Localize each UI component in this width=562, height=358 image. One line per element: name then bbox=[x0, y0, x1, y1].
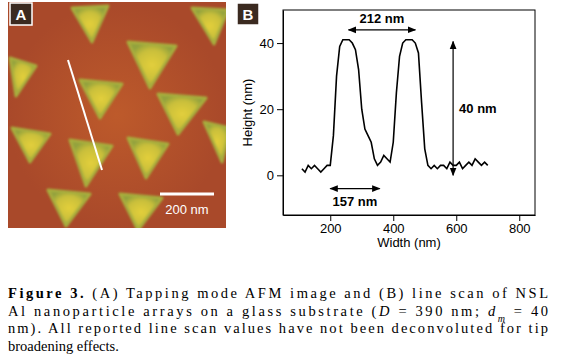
dimension-label: 40 nm bbox=[459, 101, 497, 116]
caption-line: Figure 3. (A) Tapping mode AFM image and… bbox=[8, 285, 548, 302]
x-tick-mark bbox=[456, 215, 457, 221]
nanoparticle bbox=[204, 122, 226, 162]
dimension-arrow bbox=[330, 188, 379, 189]
panel-a: A 200 nm bbox=[8, 2, 230, 230]
dimension-arrow bbox=[349, 29, 416, 30]
caption-text: d bbox=[488, 303, 496, 319]
caption-text: = 40 bbox=[508, 303, 548, 319]
nanoparticle bbox=[128, 42, 176, 88]
scan-line bbox=[68, 60, 102, 170]
caption-text: Figure 3. bbox=[8, 285, 84, 301]
x-axis-line bbox=[284, 215, 536, 216]
x-tick-label: 200 bbox=[320, 221, 342, 236]
x-tick-mark bbox=[330, 215, 331, 221]
y-tick-mark bbox=[277, 175, 283, 176]
y-tick: 0 bbox=[267, 168, 283, 183]
x-tick: 400 bbox=[383, 215, 405, 236]
panel-label: A bbox=[16, 6, 27, 23]
nanoparticle bbox=[72, 6, 108, 42]
caption-text: Al nanoparticle arrays on a glass substr… bbox=[8, 303, 377, 320]
nanoparticle bbox=[80, 80, 122, 118]
y-axis-line bbox=[283, 11, 284, 216]
x-axis-title: Width (nm) bbox=[377, 235, 441, 250]
nanoparticle bbox=[120, 194, 162, 228]
dimension-label: 157 nm bbox=[333, 194, 378, 209]
y-tick-label: 40 bbox=[260, 36, 274, 51]
dimension-arrow bbox=[453, 41, 454, 175]
y-tick-label: 20 bbox=[260, 102, 274, 117]
caption-line: nm). All reported line scan values have … bbox=[8, 320, 548, 337]
x-tick-label: 400 bbox=[383, 221, 405, 236]
caption-text: nm). All reported line scan values have … bbox=[8, 320, 548, 337]
caption-text: broadening effects. bbox=[8, 338, 119, 354]
scale-bar-label: 200 nm bbox=[165, 202, 208, 217]
y-axis: 0 20 40 bbox=[260, 11, 284, 216]
caption-text: (A) Tapping mode AFM image and (B) line … bbox=[86, 285, 548, 302]
y-axis-title: Height (nm) bbox=[240, 79, 255, 147]
x-tick: 800 bbox=[509, 215, 531, 236]
panel-label-box bbox=[10, 3, 32, 25]
afm-image bbox=[8, 2, 226, 228]
nanoparticle bbox=[158, 94, 206, 134]
y-tick-label: 0 bbox=[267, 168, 274, 183]
dimension-label: 212 nm bbox=[360, 11, 405, 26]
y-tick-mark bbox=[277, 43, 283, 44]
caption-text: D bbox=[378, 303, 390, 319]
caption: Figure 3. (A) Tapping mode AFM image and… bbox=[8, 285, 548, 354]
x-tick: 200 bbox=[320, 215, 342, 236]
nanoparticle bbox=[12, 128, 50, 162]
figure: A 200 nm 200 400 600 800 0 20 40 Width (nm) Height… bbox=[0, 0, 562, 358]
y-tick: 40 bbox=[260, 36, 283, 51]
caption-text: = 390 nm; bbox=[392, 303, 485, 319]
y-tick: 20 bbox=[260, 102, 283, 117]
nanoparticle bbox=[192, 8, 226, 44]
nanoparticle bbox=[10, 58, 36, 96]
scale-bar bbox=[160, 193, 214, 196]
caption-line: broadening effects. bbox=[8, 338, 119, 354]
nanoparticle bbox=[128, 138, 168, 178]
panel-b: 200 400 600 800 0 20 40 Width (nm) Height (nm) B 2… bbox=[237, 3, 536, 250]
x-tick-mark bbox=[393, 215, 394, 221]
x-axis: 200 400 600 800 bbox=[284, 215, 536, 236]
nanoparticle bbox=[70, 140, 112, 186]
y-tick-mark bbox=[277, 109, 283, 110]
panel-label: B bbox=[243, 6, 254, 23]
plot-frame bbox=[283, 10, 535, 215]
panel-label-box bbox=[237, 3, 259, 25]
x-tick: 600 bbox=[446, 215, 468, 236]
x-tick-mark bbox=[519, 215, 520, 221]
nanoparticle bbox=[48, 190, 90, 226]
x-tick-label: 600 bbox=[446, 221, 468, 236]
x-tick-label: 800 bbox=[509, 221, 531, 236]
